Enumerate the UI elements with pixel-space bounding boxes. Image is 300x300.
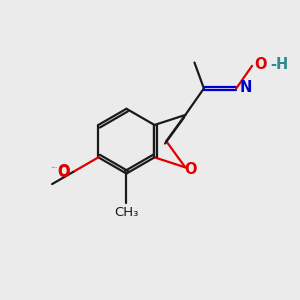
Text: O: O [184, 162, 197, 177]
Text: methoxy: methoxy [52, 166, 59, 167]
Text: O: O [57, 165, 70, 180]
Text: -H: -H [270, 58, 289, 73]
Text: N: N [240, 80, 252, 95]
Text: O: O [254, 58, 267, 73]
Text: O: O [57, 164, 70, 179]
Text: CH₃: CH₃ [114, 206, 139, 219]
